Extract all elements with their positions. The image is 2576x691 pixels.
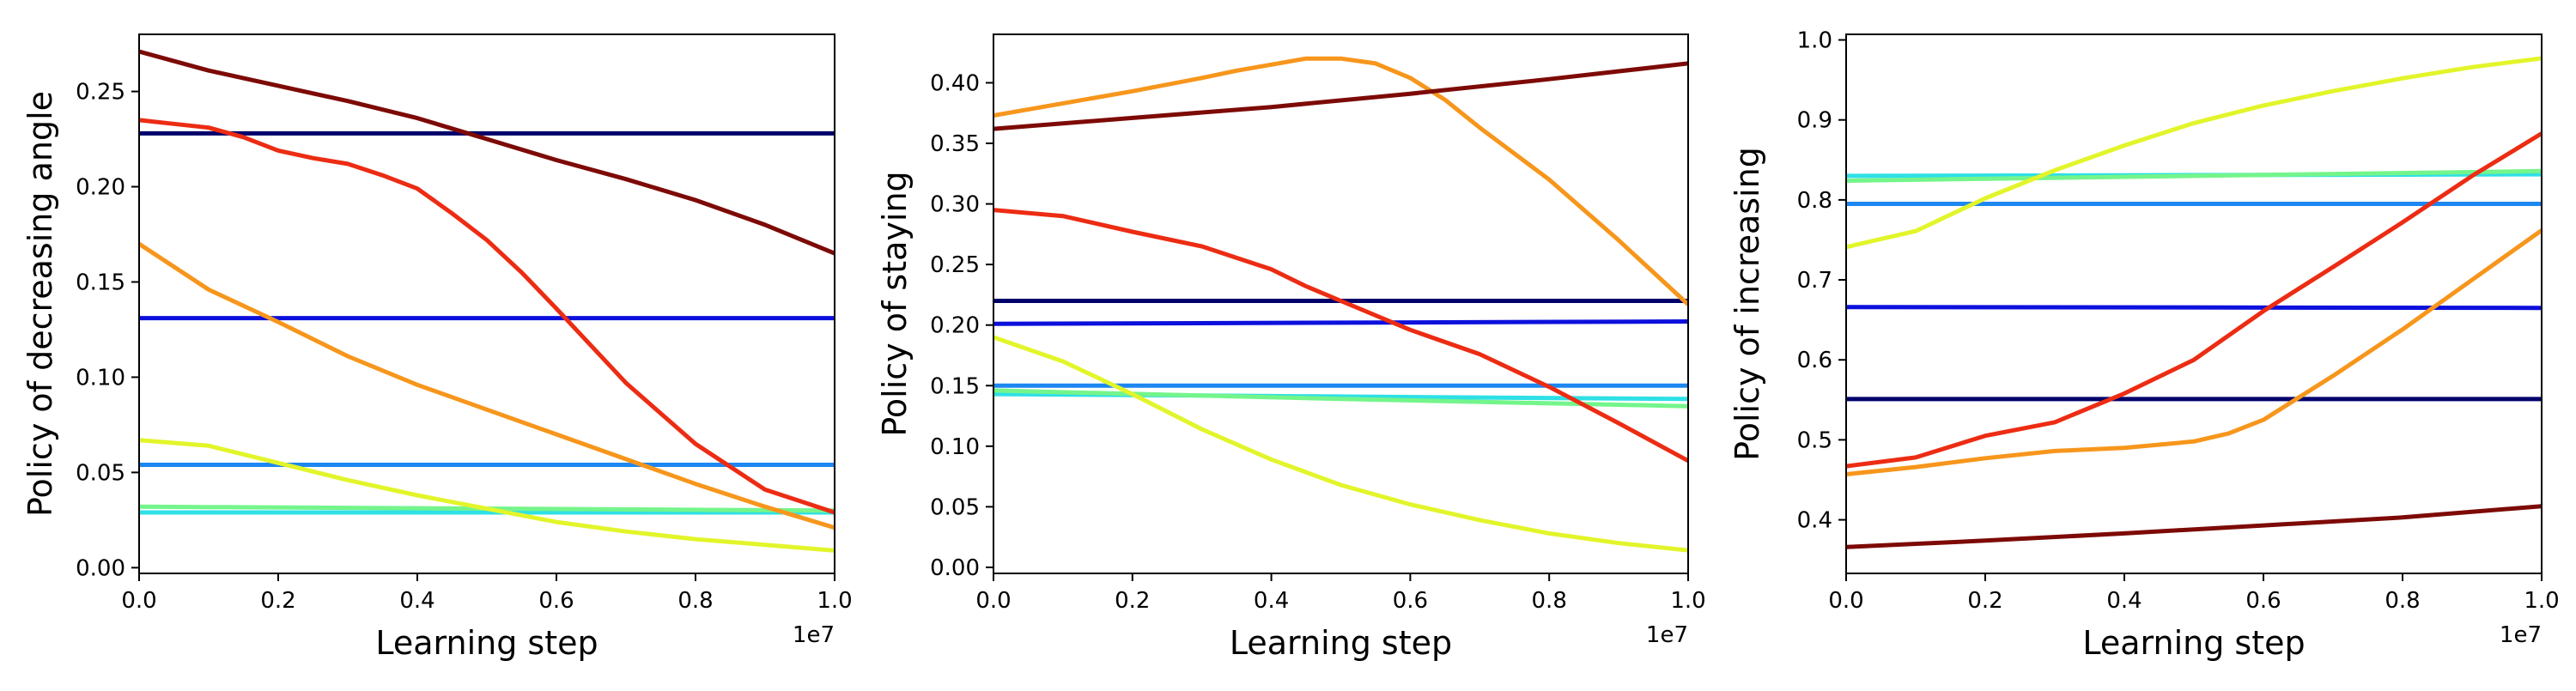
x-tick-label: 0.0 (1828, 588, 1863, 614)
plot-frame (993, 33, 1689, 574)
series-line-7 (993, 56, 1688, 306)
y-tick-label: 0.15 (76, 270, 125, 295)
series-line-6 (139, 438, 835, 553)
chart-panel-3: 0.0 0.2 0.4 0.6 0.8 1.0 0.4 0.5 0.6 0.7 0.8 0.9 1.0 L… (1728, 28, 2560, 662)
x-tick-label: 0.0 (121, 588, 156, 614)
y-tick-label: 0.35 (930, 131, 980, 157)
x-tick-label: 0.8 (2385, 588, 2420, 614)
x-tick-label: 0.2 (1967, 588, 2002, 614)
x-tick-label: 1.0 (2524, 588, 2559, 614)
y-tick-label: 0.10 (930, 434, 980, 460)
x-offset-label: 1e7 (2500, 622, 2542, 648)
x-tick-label: 1.0 (817, 588, 852, 614)
y-tick-label: 0.6 (1797, 348, 1832, 373)
y-tick-label: 0.20 (76, 175, 125, 201)
series-line-5 (993, 388, 1688, 409)
y-tick-label: 0.05 (930, 494, 980, 520)
x-tick-label: 0.4 (2106, 588, 2142, 614)
series-line-9 (1846, 504, 2542, 549)
x-tick-label: 0.4 (399, 588, 434, 614)
x-axis-label: Learning step (1230, 624, 1452, 662)
chart-panel-2: 0.0 0.2 0.4 0.6 0.8 1.0 0.00 0.05 0.10 0.15 0.20 0.… (876, 33, 1706, 662)
series-line-9 (993, 61, 1688, 131)
y-tick-label: 0.30 (930, 192, 980, 218)
x-tick-label: 1.0 (1670, 588, 1705, 614)
y-tick-label: 0.9 (1797, 108, 1832, 134)
y-tick-label: 0.40 (930, 70, 980, 96)
series-line-8 (139, 118, 835, 515)
x-axis-label: Learning step (375, 624, 598, 662)
x-tick-label: 0.8 (1532, 588, 1567, 614)
x-tick-label: 0.0 (975, 588, 1011, 614)
series-line-5 (1846, 168, 2542, 183)
x-tick-label: 0.8 (677, 588, 713, 614)
y-axis-label: Policy of staying (876, 171, 914, 436)
y-tick-label: 0.5 (1797, 427, 1832, 453)
series-group (993, 56, 1688, 553)
x-offset-label: 1e7 (1646, 622, 1688, 648)
x-tick-label: 0.2 (260, 588, 295, 614)
y-tick-label: 0.25 (930, 252, 980, 278)
x-axis-label: Learning step (2082, 624, 2305, 662)
chart-panel-1: 0.0 0.2 0.4 0.6 0.8 1.0 0.00 0.05 0.10 0.15 0.20 0.… (21, 33, 853, 662)
series-line-8 (993, 208, 1688, 463)
y-tick-label: 0.00 (930, 555, 980, 581)
y-tick-label: 0.8 (1797, 188, 1832, 214)
series-line-2 (1846, 305, 2542, 311)
series-group (139, 49, 835, 553)
y-tick-label: 0.25 (76, 80, 125, 106)
x-tick-label: 0.6 (2245, 588, 2281, 614)
series-line-2 (993, 319, 1688, 326)
series-group (1846, 56, 2542, 549)
series-line-6 (993, 335, 1688, 553)
y-axis-label: Policy of decreasing angle (21, 91, 59, 517)
y-tick-label: 1.0 (1797, 28, 1832, 54)
y-tick-label: 0.00 (76, 555, 125, 581)
series-line-7 (139, 242, 835, 530)
x-tick-label: 0.4 (1254, 588, 1289, 614)
x-tick-label: 0.6 (1393, 588, 1428, 614)
plot-frame (1845, 33, 2543, 574)
series-line-9 (139, 49, 835, 256)
y-tick-label: 0.15 (930, 373, 980, 399)
series-line-8 (1846, 131, 2542, 469)
x-offset-label: 1e7 (793, 622, 835, 648)
y-tick-label: 0.7 (1797, 268, 1832, 294)
y-tick-label: 0.20 (930, 313, 980, 339)
x-tick-label: 0.6 (538, 588, 574, 614)
x-tick-label: 0.2 (1115, 588, 1150, 614)
plot-frame (138, 33, 835, 574)
y-tick-label: 0.4 (1797, 508, 1832, 534)
y-tick-label: 0.05 (76, 460, 125, 486)
y-axis-label: Policy of increasing (1728, 147, 1766, 461)
series-line-6 (1846, 56, 2542, 250)
series-line-7 (1846, 228, 2542, 476)
y-tick-label: 0.10 (76, 365, 125, 391)
